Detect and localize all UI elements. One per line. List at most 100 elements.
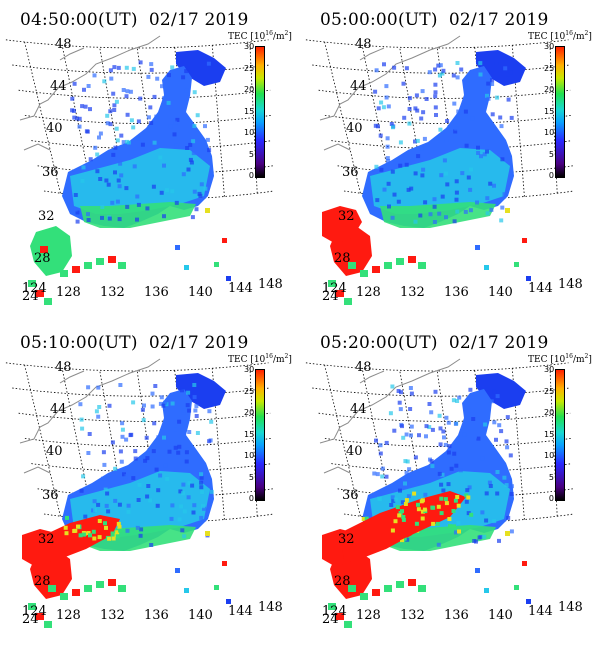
tec-pixel [416, 154, 421, 159]
tec-pixel [416, 480, 421, 484]
tec-pixel [466, 511, 471, 516]
tec-pixel [489, 207, 494, 212]
tec-pixel [458, 468, 463, 473]
tec-pixel [175, 117, 180, 122]
tec-pixel [93, 508, 98, 513]
tec-pixel [420, 498, 425, 503]
tec-pixel [407, 96, 412, 101]
tec-pixel [499, 218, 504, 223]
tec-region-hokkaido [476, 373, 526, 409]
latitude-line [24, 438, 272, 447]
tec-pixel [469, 167, 474, 172]
tec-pixel [194, 414, 199, 418]
longitude-label: 128 [356, 285, 381, 300]
tec-pixel [482, 534, 487, 539]
panel-title: 05:10:00(UT) 02/17 2019 [20, 333, 249, 353]
tec-pixel [206, 61, 211, 66]
panel-date: 02/17 2019 [448, 10, 549, 30]
tec-pixel [494, 437, 498, 442]
tec-island-pixel [336, 613, 344, 620]
tec-pixel [186, 167, 191, 172]
tec-pixel [199, 472, 204, 477]
colorbar-tick-label: 5 [248, 472, 254, 482]
tec-pixel [484, 518, 489, 523]
tec-pixel [154, 467, 159, 472]
tec-pixel [438, 127, 443, 132]
tec-pixel [81, 532, 86, 537]
tec-pixel [135, 472, 139, 476]
tec-pixel [114, 126, 119, 131]
tec-pixel [120, 421, 125, 426]
tec-pixel [131, 66, 136, 71]
tec-pixel [191, 139, 196, 144]
tec-pixel [124, 94, 129, 99]
tec-pixel [400, 509, 404, 514]
tec-pixel [97, 519, 102, 523]
latitude-line [312, 387, 570, 397]
tec-pixel [397, 481, 402, 486]
tec-pixel [149, 543, 154, 547]
tec-pixel [192, 124, 197, 128]
tec-island-pixel [96, 258, 104, 265]
tec-pixel [178, 489, 183, 494]
tec-pixel [445, 182, 450, 187]
tec-pixel [185, 403, 190, 408]
tec-pixel [387, 204, 391, 209]
tec-pixel [92, 536, 97, 541]
tec-pixel [190, 215, 195, 220]
tec-pixel [380, 466, 385, 471]
tec-field [322, 50, 531, 305]
tec-pixel [96, 502, 101, 507]
tec-pixel [162, 163, 166, 168]
tec-pixel [390, 169, 395, 174]
tec-island-pixel [205, 531, 210, 536]
tec-pixel [111, 152, 116, 157]
tec-island-pixel [28, 280, 36, 287]
tec-pixel [138, 96, 143, 101]
tec-pixel [453, 129, 458, 134]
tec-pixel [152, 94, 157, 99]
tec-pixel [423, 200, 428, 205]
tec-pixel [384, 95, 389, 100]
tec-pixel [409, 391, 414, 396]
tec-pixel [423, 492, 428, 497]
tec-pixel [86, 212, 90, 217]
tec-pixel [361, 517, 366, 521]
tec-pixel [441, 429, 446, 434]
tec-pixel [444, 171, 448, 176]
tec-pixel [192, 395, 197, 400]
tec-pixel [382, 187, 387, 192]
latitude-label: 24 [22, 289, 39, 304]
tec-pixel [161, 403, 166, 408]
tec-pixel [199, 475, 204, 480]
tec-pixel [78, 533, 83, 538]
latitude-label: 48 [55, 37, 72, 52]
tec-island-pixel [214, 585, 219, 590]
tec-pixel [453, 421, 458, 426]
tec-pixel [457, 395, 462, 400]
tec-pixel [135, 525, 140, 530]
tec-pixel [500, 205, 505, 210]
tec-pixel [132, 164, 137, 169]
latitude-label: 44 [350, 402, 367, 417]
tec-pixel [506, 515, 511, 520]
tec-pixel [420, 516, 425, 521]
tec-island-pixel [60, 593, 68, 600]
tec-pixel [135, 217, 139, 222]
tec-pixel [391, 125, 395, 130]
tec-pixel [97, 405, 102, 409]
tec-pixel [444, 415, 449, 420]
tec-pixel [435, 521, 440, 526]
tec-pixel [438, 426, 443, 431]
tec-pixel [118, 161, 123, 166]
tec-pixel [72, 81, 77, 86]
tec-pixel [200, 490, 205, 495]
tec-pixel [124, 437, 129, 442]
tec-island-pixel [44, 621, 52, 628]
tec-pixel [149, 62, 154, 67]
tec-pixel [177, 517, 182, 522]
tec-island-pixel [28, 603, 36, 610]
tec-pixel [180, 528, 185, 533]
tec-pixel [454, 190, 459, 195]
latitude-label: 32 [338, 209, 355, 224]
